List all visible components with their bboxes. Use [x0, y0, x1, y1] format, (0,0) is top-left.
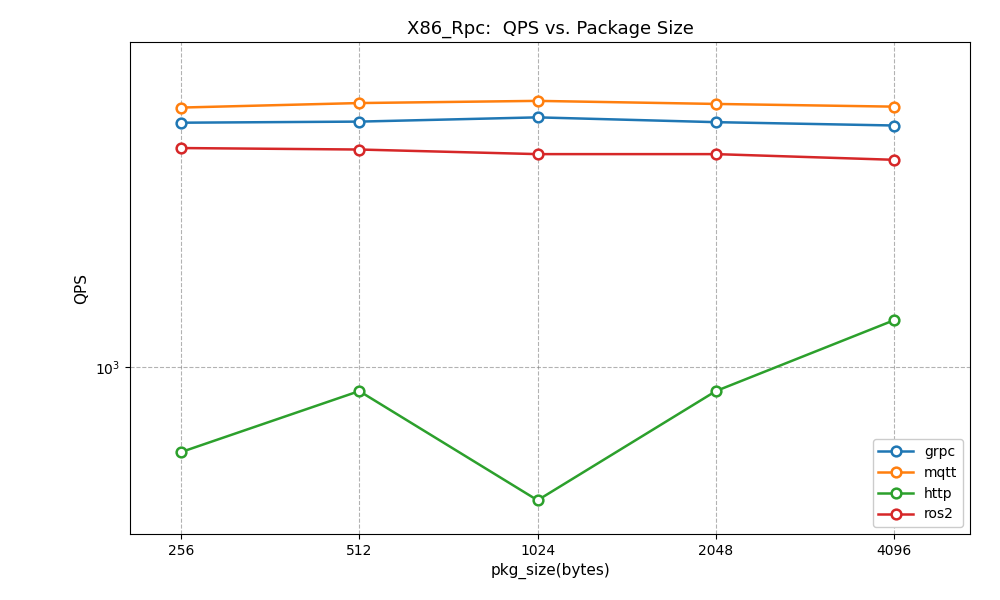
- mqtt: [353, 100, 365, 107]
- mqtt: [175, 104, 187, 111]
- ros2: [888, 156, 900, 163]
- Line: ros2: ros2: [176, 143, 899, 164]
- grpc: [532, 114, 544, 121]
- mqtt: [532, 97, 544, 104]
- Y-axis label: QPS: QPS: [75, 272, 90, 304]
- Line: mqtt: mqtt: [176, 96, 899, 112]
- Legend: grpc, mqtt, http, ros2: grpc, mqtt, http, ros2: [873, 439, 963, 527]
- ros2: [532, 151, 544, 158]
- ros2: [710, 151, 722, 158]
- grpc: [888, 122, 900, 129]
- X-axis label: pkg_size(bytes): pkg_size(bytes): [490, 563, 610, 580]
- Title: X86_Rpc:  QPS vs. Package Size: X86_Rpc: QPS vs. Package Size: [407, 20, 693, 38]
- http: [175, 449, 187, 456]
- grpc: [175, 119, 187, 127]
- Line: http: http: [176, 316, 899, 505]
- ros2: [353, 146, 365, 153]
- grpc: [353, 118, 365, 125]
- http: [532, 497, 544, 504]
- mqtt: [888, 103, 900, 110]
- mqtt: [710, 100, 722, 107]
- grpc: [710, 119, 722, 126]
- ros2: [175, 145, 187, 152]
- http: [710, 388, 722, 395]
- http: [353, 388, 365, 395]
- http: [888, 317, 900, 324]
- Line: grpc: grpc: [176, 113, 899, 130]
